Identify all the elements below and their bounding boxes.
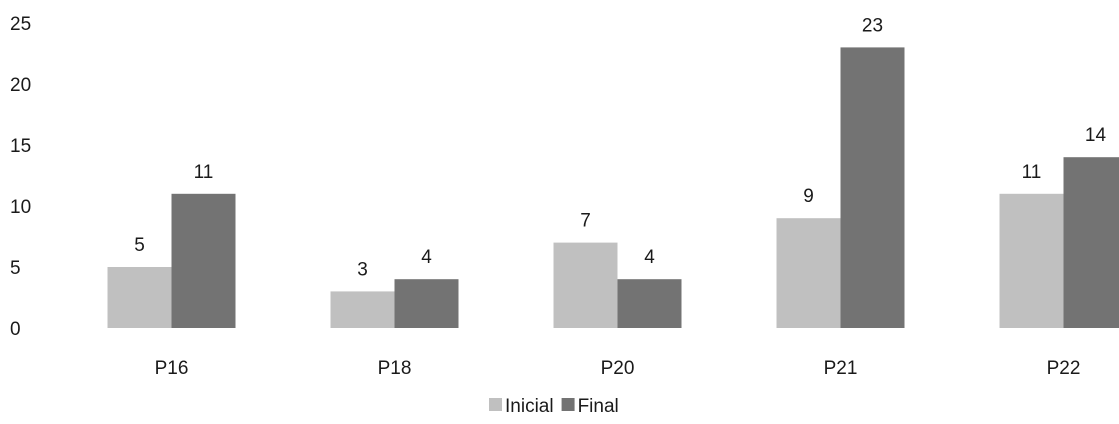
bar-inicial-p22 [999, 193, 1064, 328]
bar-inicial-p18 [330, 291, 395, 328]
bar-final-p21 [840, 47, 905, 329]
x-tick-label: P20 [601, 358, 635, 379]
x-axis: P16 P18 P20 P21 P22 [155, 358, 1081, 379]
legend-label-inicial: Inicial [505, 396, 554, 417]
data-label: 4 [644, 247, 655, 268]
data-label: 3 [357, 259, 368, 280]
data-label: 4 [421, 247, 432, 268]
y-tick-label: 25 [10, 14, 31, 35]
x-tick-label: P18 [378, 358, 412, 379]
data-label: 5 [134, 235, 145, 256]
data-label: 11 [1022, 162, 1042, 183]
y-tick-label: 10 [10, 197, 31, 218]
legend-swatch-inicial [489, 398, 502, 411]
data-label: 11 [194, 162, 214, 183]
x-tick-label: P21 [824, 358, 858, 379]
bar-final-p16 [171, 193, 236, 328]
data-label: 9 [803, 186, 814, 207]
legend-label-final: Final [578, 396, 619, 417]
bars [107, 47, 1119, 329]
bar-final-p20 [617, 279, 682, 328]
bar-final-p18 [394, 279, 459, 328]
legend-swatch-final [561, 398, 575, 411]
data-label: 14 [1085, 125, 1107, 146]
bar-final-p22 [1063, 157, 1119, 328]
data-label: 7 [580, 211, 591, 232]
legend: Inicial Final [489, 396, 619, 417]
y-tick-label: 5 [10, 258, 21, 279]
y-tick-label: 20 [10, 75, 31, 96]
bar-inicial-p20 [553, 242, 618, 328]
y-tick-label: 15 [10, 136, 31, 157]
y-tick-label: 0 [10, 319, 21, 340]
x-tick-label: P22 [1047, 358, 1081, 379]
bar-inicial-p16 [107, 267, 172, 328]
x-tick-label: P16 [155, 358, 189, 379]
y-axis: 0 5 10 15 20 25 [10, 14, 31, 340]
data-labels: 5 11 3 4 7 4 9 23 11 14 [134, 15, 1106, 280]
data-label: 23 [862, 15, 883, 36]
bar-inicial-p21 [776, 218, 841, 328]
